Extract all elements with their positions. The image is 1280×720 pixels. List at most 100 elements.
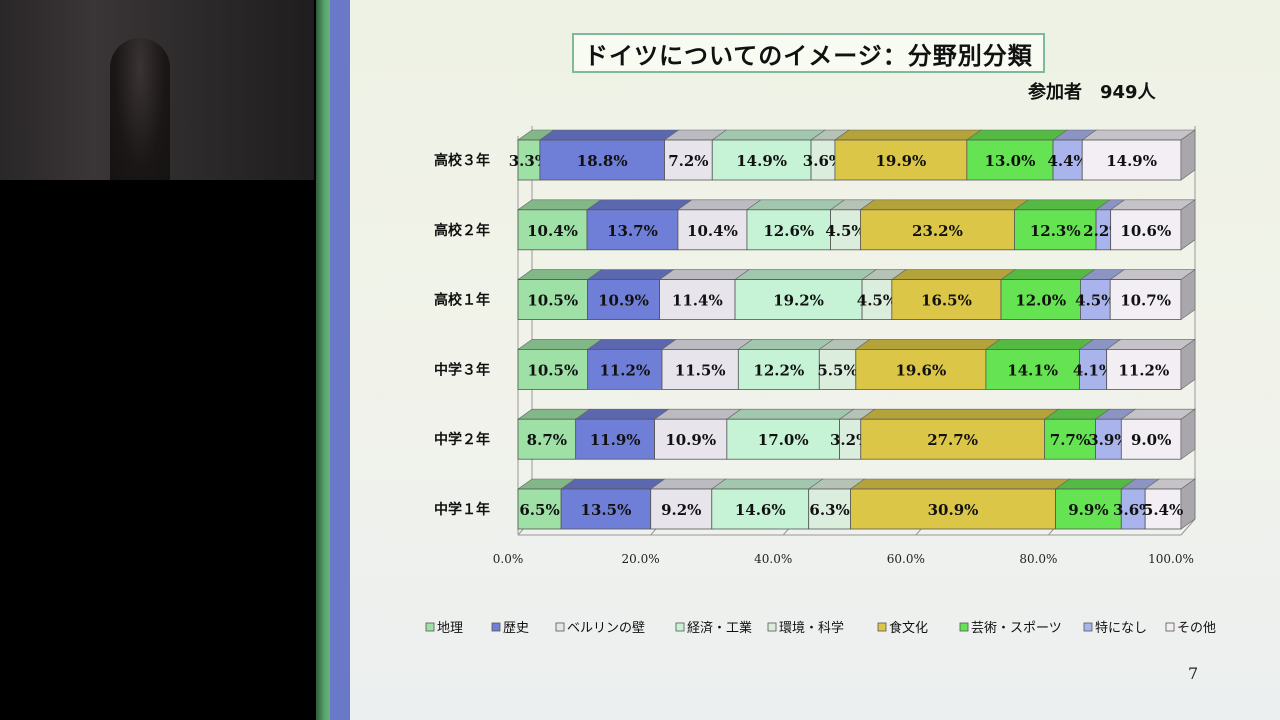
bar-segment-top [586,339,677,350]
data-label: 3.2% [830,431,870,449]
bar-segment [1081,139,1182,181]
bar-segment [1052,139,1083,181]
data-label: 4.5% [857,292,897,310]
x-tick-label: 100.0% [1148,552,1194,566]
bar-segment [891,279,1002,321]
bar-segment-top [661,339,754,350]
bar-segment-top [1109,199,1196,211]
data-label: 13.7% [607,222,658,240]
data-label: 12.3% [1030,222,1081,240]
bar-segment-top [854,339,1001,350]
bar-segment-top [1000,269,1096,280]
data-label: 9.9% [1068,501,1108,519]
bar-segment-top [746,199,846,211]
legend-label: ベルリンの壁 [567,621,645,636]
bar-segment-top [859,199,1030,211]
bar-segment-top [984,339,1095,350]
speaker-silhouette [110,38,170,180]
data-label: 10.4% [527,222,578,240]
bar-segment [1080,279,1111,321]
category-label: 中学１年 [434,501,490,518]
bar-side-face [1180,269,1196,321]
bar-segment-top [586,269,675,280]
bar-segment [746,209,831,251]
bar-segment [1110,209,1182,251]
category-label: 中学３年 [434,361,490,378]
bar-segment-top [517,199,602,211]
bar-segment-top [538,129,680,141]
data-label: 13.5% [581,501,632,519]
legend-swatch [555,622,565,632]
data-label: 4.5% [1075,292,1115,310]
bar-segment-top [710,478,824,490]
data-label: 3.9% [1088,431,1128,449]
bar-side-face [1180,338,1196,390]
data-label: 6.5% [519,501,559,519]
data-label: 9.0% [1131,431,1171,449]
data-label: 17.0% [758,431,809,449]
bar-segment [860,418,1045,460]
data-label: 5.4% [1143,501,1183,519]
bar-segment [575,418,655,460]
bar-segment [808,488,851,530]
legend-label: 地理 [437,621,463,636]
bar-segment [726,418,840,460]
bar-segment-top [849,478,1071,490]
data-label: 8.7% [527,431,567,449]
bar-segment [834,139,968,181]
category-label: 中学２年 [434,431,490,448]
bar-segment-top [517,339,603,350]
bar-segment-top [1105,339,1196,350]
bar-segment [737,348,820,390]
bar-segment [1144,488,1182,530]
bar-segment [661,348,739,390]
bar-segment-top [658,269,750,280]
bar-side-face [1180,478,1196,530]
data-label: 19.2% [773,292,824,310]
data-label: 4.4% [1047,152,1087,170]
bar-segment-top [1081,129,1196,141]
bar-segment-top [574,408,670,420]
participants-count: 参加者 949人 [1028,82,1156,103]
data-label: 11.5% [675,361,726,379]
data-label: 3.3% [509,152,549,170]
legend-swatch [425,622,435,632]
bar-segment-top [725,408,855,420]
data-label: 19.9% [875,152,926,170]
bar-segment-top [653,408,742,420]
category-label: 高校３年 [434,152,490,169]
bar-segment [818,348,857,390]
legend-swatch [1083,622,1093,632]
data-label: 12.2% [753,361,804,379]
bar-segment [1079,348,1108,390]
data-label: 3.6% [803,152,843,170]
bar-segment [654,418,728,460]
legend-swatch [491,622,501,632]
legend-label: その他 [1177,621,1216,636]
bar-segment-top [833,129,982,141]
bar-segment-top [711,129,826,141]
legend-swatch [959,622,969,632]
bar-segment [517,279,588,321]
speaker-camera-feed [0,0,314,180]
legend-label: 環境・科学 [779,620,844,636]
slide-border-strip [330,0,350,720]
bar-segment [664,139,713,181]
data-label: 19.6% [895,361,946,379]
video-panel [0,0,320,720]
x-tick-label: 80.0% [1019,552,1057,566]
data-label: 7.7% [1050,431,1090,449]
data-label: 12.6% [763,222,814,240]
data-label: 9.2% [661,501,701,519]
data-label: 10.6% [1120,222,1171,240]
bar-segment [850,488,1056,530]
data-label: 10.4% [687,222,738,240]
data-label: 11.2% [599,361,650,379]
bar-segment-top [859,408,1060,420]
data-label: 5.5% [817,361,857,379]
bar-segment [517,209,588,251]
bar-segment-top [586,199,693,211]
bar-segment [1120,418,1182,460]
legend-swatch [675,622,685,632]
bar-segment [1014,209,1097,251]
